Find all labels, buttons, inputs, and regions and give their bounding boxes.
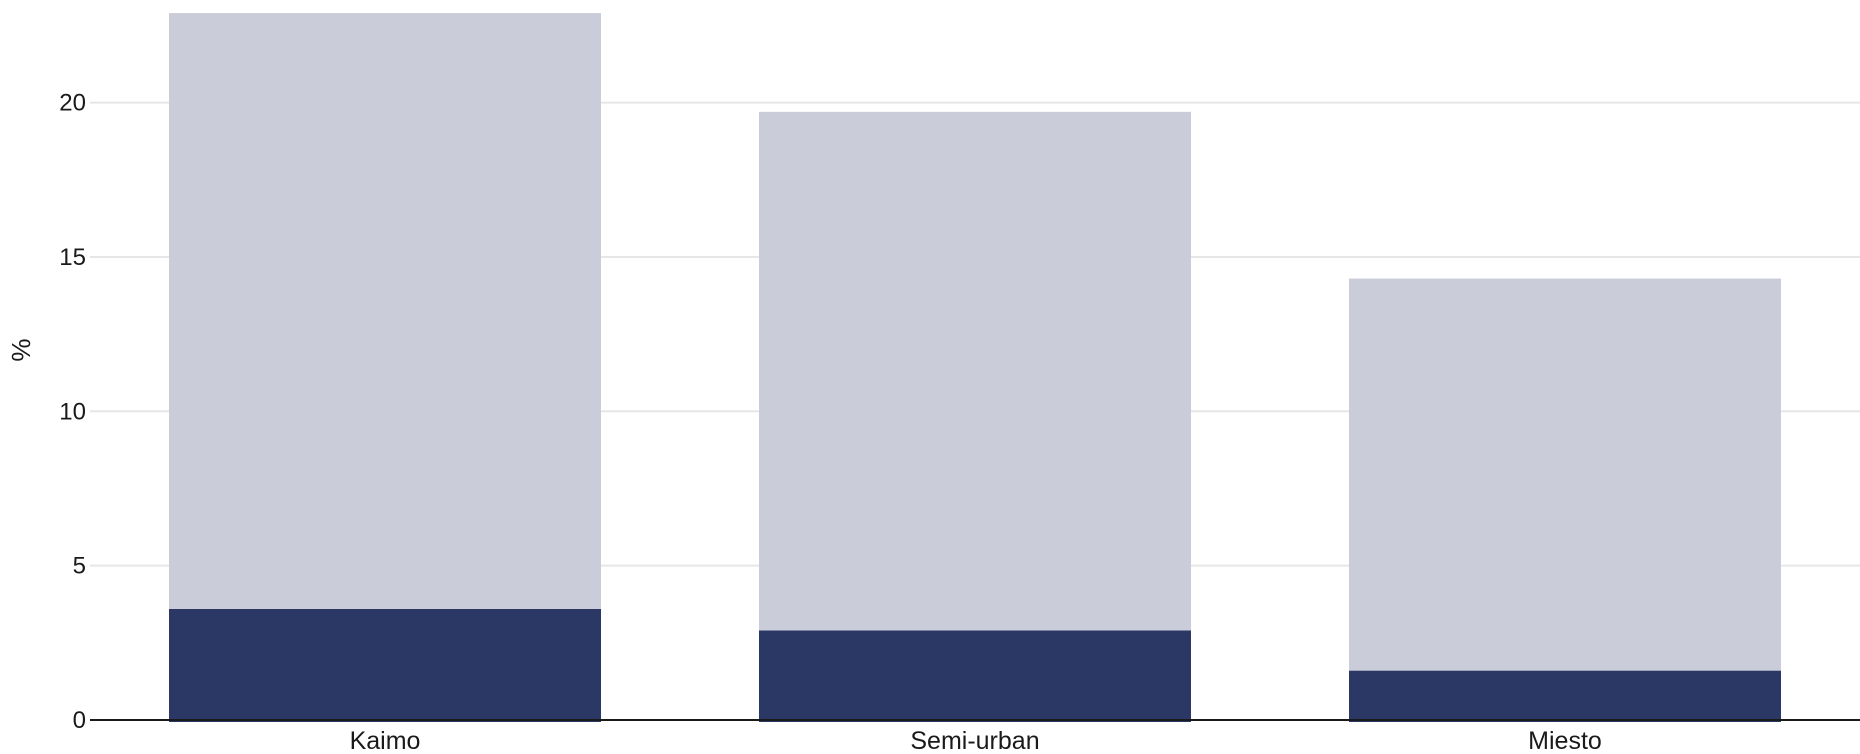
bar-miesto-segment-2 [1349,278,1781,671]
y-tick-label: 15 [59,244,86,271]
bar-miesto-segment-1 [1349,670,1781,722]
x-tick-label: Kaimo [350,727,421,754]
y-axis-title: % [6,338,36,361]
x-axis-labels: Kaimo Semi-urban Miesto [350,727,1602,754]
bars [169,13,1781,722]
bar-semi-urban-segment-1 [759,630,1191,722]
y-tick-label: 5 [73,553,86,580]
bar-kaimo-segment-2 [169,13,601,609]
y-tick-label: 0 [73,707,86,734]
bar-semi-urban-segment-2 [759,111,1191,631]
x-tick-label: Semi-urban [910,727,1039,754]
bar-kaimo-segment-1 [169,608,601,722]
x-tick-label: Miesto [1528,727,1602,754]
y-tick-label: 20 [59,90,86,117]
y-tick-label: 10 [59,398,86,425]
y-axis-ticks: 0 5 10 15 20 [59,90,86,734]
